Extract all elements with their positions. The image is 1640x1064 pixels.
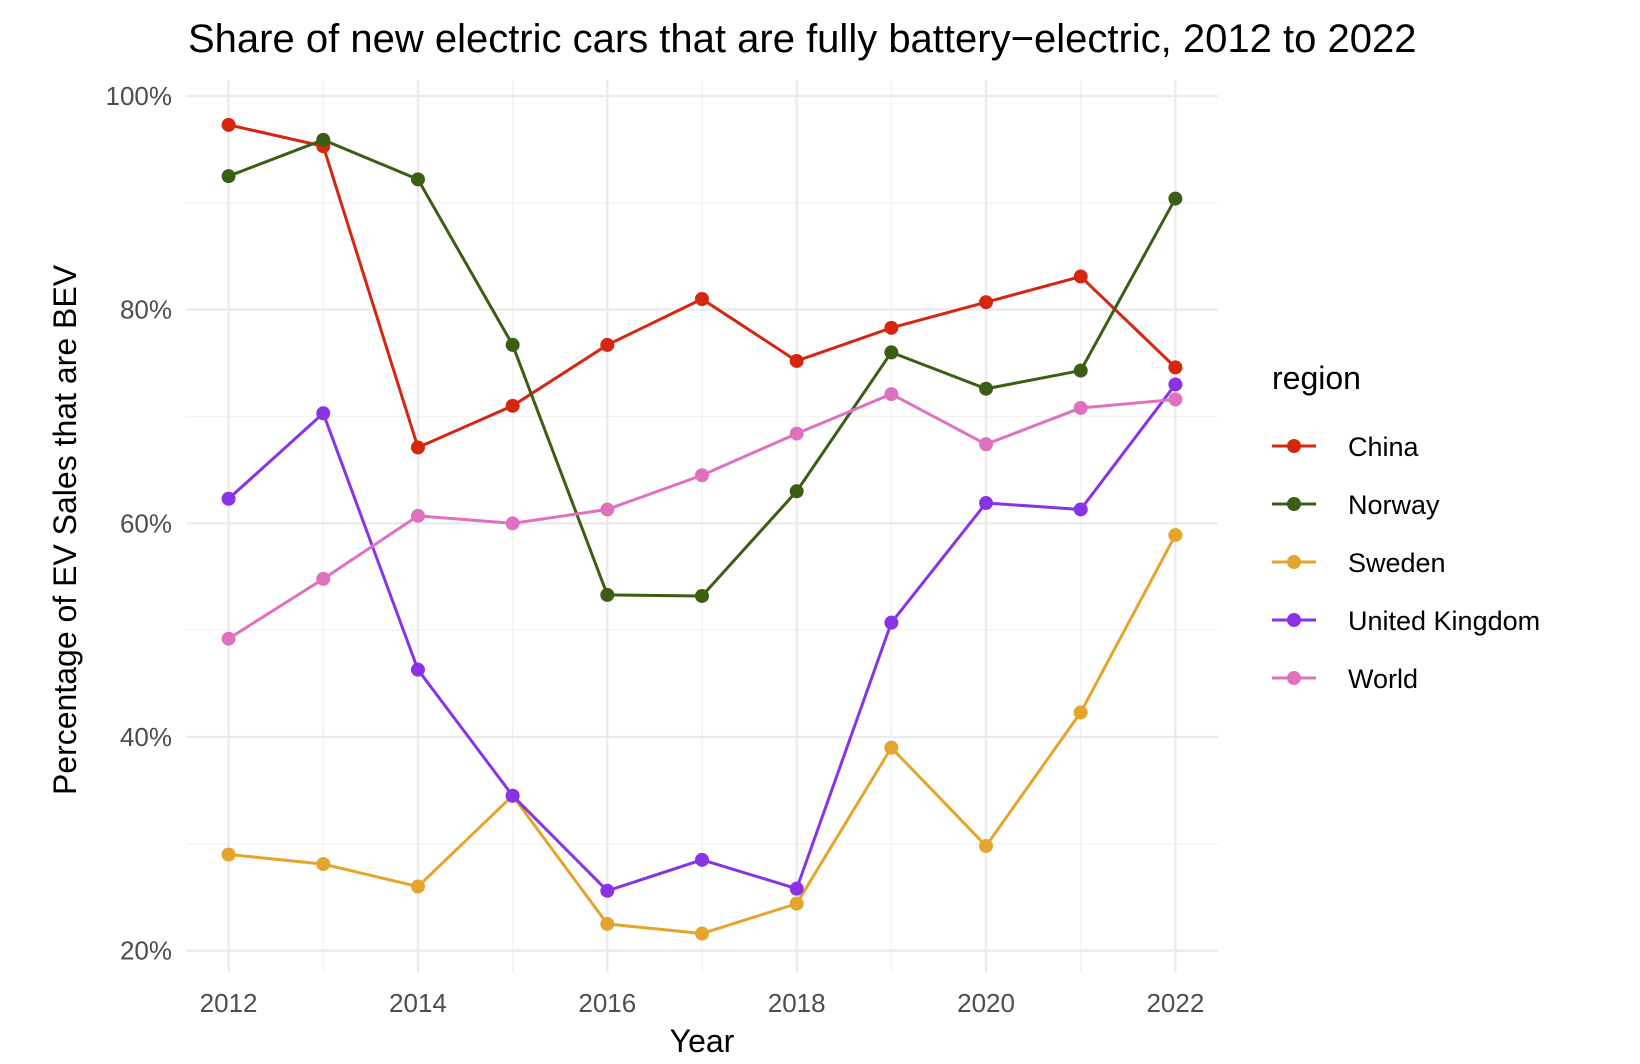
data-point-united-kingdom — [979, 496, 994, 511]
data-point-china — [1168, 360, 1183, 375]
chart-title: Share of new electric cars that are full… — [188, 17, 1416, 61]
data-point-norway — [410, 172, 425, 187]
data-point-china — [884, 320, 899, 335]
x-tick-label: 2014 — [389, 988, 447, 1018]
x-tick-label: 2020 — [957, 988, 1015, 1018]
data-point-norway — [979, 381, 994, 396]
legend-item-sweden: Sweden — [1272, 548, 1446, 578]
data-point-world — [316, 571, 331, 586]
data-point-united-kingdom — [1073, 502, 1088, 517]
data-point-world — [1073, 400, 1088, 415]
data-point-united-kingdom — [884, 615, 899, 630]
y-axis-title: Percentage of EV Sales that are BEV — [47, 264, 83, 795]
y-tick-label: 40% — [120, 722, 172, 752]
legend-label: China — [1348, 432, 1420, 462]
data-point-sweden — [410, 879, 425, 894]
legend-label: United Kingdom — [1348, 606, 1540, 636]
data-point-norway — [884, 345, 899, 360]
y-tick-label: 20% — [120, 936, 172, 966]
data-point-united-kingdom — [505, 788, 520, 803]
data-point-china — [979, 295, 994, 310]
data-point-norway — [789, 484, 804, 499]
legend: region China Norway Sweden United Kingdom Wo… — [1272, 360, 1540, 694]
data-point-united-kingdom — [316, 406, 331, 421]
x-tick-label: 2012 — [200, 988, 258, 1018]
data-point-united-kingdom — [789, 881, 804, 896]
data-point-world — [695, 468, 709, 483]
data-point-world — [1168, 392, 1183, 407]
legend-label: Norway — [1348, 490, 1440, 520]
data-point-united-kingdom — [221, 491, 236, 506]
series-world — [221, 387, 1183, 646]
data-point-united-kingdom — [600, 883, 615, 898]
data-point-norway — [600, 587, 615, 602]
y-tick-label: 80% — [120, 295, 172, 325]
data-point-china — [221, 117, 236, 132]
data-point-sweden — [316, 857, 331, 872]
x-axis-title: Year — [670, 1023, 735, 1059]
data-point-united-kingdom — [695, 852, 709, 867]
legend-label: World — [1348, 664, 1418, 694]
x-tick-label: 2022 — [1146, 988, 1204, 1018]
data-point-sweden — [789, 896, 804, 911]
legend-key-point — [1287, 497, 1301, 511]
y-tick-label: 60% — [120, 508, 172, 538]
data-point-sweden — [884, 740, 899, 755]
data-point-world — [600, 502, 615, 517]
series-united-kingdom — [221, 377, 1183, 898]
data-point-sweden — [695, 926, 709, 941]
data-point-sweden — [221, 847, 236, 862]
data-point-norway — [1073, 363, 1088, 378]
data-point-united-kingdom — [410, 662, 425, 677]
legend-title: region — [1272, 360, 1361, 396]
data-point-china — [410, 440, 425, 455]
legend-item-world: World — [1272, 664, 1418, 694]
legend-item-norway: Norway — [1272, 490, 1440, 520]
data-point-world — [979, 437, 994, 452]
data-point-china — [1073, 269, 1088, 284]
legend-item-china: China — [1272, 432, 1420, 462]
data-point-norway — [505, 337, 520, 352]
data-point-sweden — [1168, 528, 1183, 543]
data-point-china — [505, 398, 520, 413]
data-point-norway — [221, 169, 236, 184]
x-tick-label: 2018 — [768, 988, 826, 1018]
y-tick-label: 100% — [106, 81, 173, 111]
data-point-norway — [316, 132, 331, 147]
data-point-united-kingdom — [1168, 377, 1183, 392]
data-point-china — [789, 353, 804, 368]
legend-key-point — [1287, 671, 1301, 685]
data-point-sweden — [979, 838, 994, 853]
data-point-world — [410, 508, 425, 523]
series-norway — [221, 132, 1183, 603]
x-tick-label: 2016 — [578, 988, 636, 1018]
data-point-sweden — [600, 916, 615, 931]
legend-key-point — [1287, 613, 1301, 627]
legend-key-point — [1287, 439, 1301, 453]
data-point-china — [695, 291, 709, 306]
data-point-norway — [1168, 191, 1183, 206]
data-point-china — [600, 337, 615, 352]
data-point-world — [789, 426, 804, 441]
legend-key-point — [1287, 555, 1301, 569]
data-point-world — [884, 387, 899, 402]
data-point-sweden — [1073, 705, 1088, 720]
data-point-world — [505, 516, 520, 531]
data-point-norway — [695, 588, 709, 603]
legend-label: Sweden — [1348, 548, 1446, 578]
data-point-world — [221, 631, 236, 646]
legend-item-united-kingdom: United Kingdom — [1272, 606, 1540, 636]
series-sweden — [221, 528, 1183, 941]
